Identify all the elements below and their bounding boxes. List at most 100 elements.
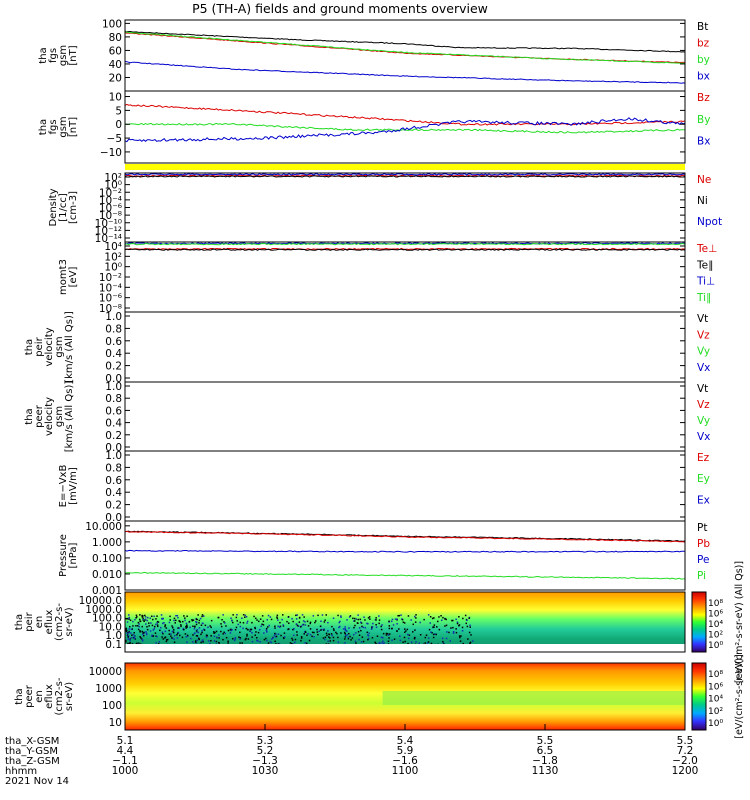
- xaxis-label-4: 2021 Nov 14: [5, 776, 69, 787]
- panel-9-heatmap-speck: [328, 636, 330, 638]
- panel-9-heatmap-speck: [139, 636, 141, 638]
- panel-9-heatmap-speck: [354, 624, 356, 627]
- panel-9-heatmap-speck: [134, 618, 136, 621]
- panel-2-legend-2: Bx: [697, 136, 710, 148]
- panel-9-heatmap-speck: [188, 620, 191, 623]
- panel-9-heatmap-speck: [324, 636, 327, 639]
- panel-7-ytick-3: 0.4: [105, 487, 122, 499]
- panel-9-heatmap-speck: [267, 626, 269, 628]
- panel-9-heatmap-speck: [386, 633, 389, 635]
- panel-9-heatmap-speck: [207, 626, 209, 628]
- panel-9-heatmap-speck: [393, 638, 396, 640]
- panel-5-legend-1: Vz: [697, 329, 710, 341]
- panel-9-heatmap-speck: [137, 621, 140, 624]
- panel-9-heatmap-speck: [380, 628, 383, 631]
- panel-9-heatmap-speck: [275, 633, 277, 635]
- panel-9-heatmap-speck: [186, 624, 188, 626]
- panel-9-heatmap-speck: [210, 635, 212, 637]
- panel-9-heatmap-speck: [444, 618, 446, 620]
- panel-9-heatmap-speck: [376, 635, 379, 637]
- panel-10-colorbar: [691, 662, 707, 731]
- panel-9-heatmap-speck: [223, 631, 225, 634]
- panel-9-heatmap-speck: [367, 635, 370, 637]
- panel-3-series-Ni: [124, 175, 686, 178]
- panel-9-ylabel-2: en: [34, 616, 45, 629]
- panel-9-heatmap-speck: [381, 642, 383, 644]
- panel-9-heatmap-speck: [291, 639, 294, 641]
- panel-9-heatmap-speck: [268, 624, 270, 627]
- panel-9-heatmap-speck: [306, 642, 308, 645]
- panel-6-legend-1: Vz: [697, 399, 710, 411]
- panel-9-heatmap-speck: [256, 619, 258, 621]
- panel-9-heatmap-speck: [414, 615, 416, 618]
- panel-10-ylabel-1: peer: [24, 684, 35, 708]
- xaxis-label-2: tha_Z-GSM: [5, 756, 60, 767]
- panel-9-heatmap-speck: [364, 627, 366, 629]
- panel-9-heatmap-speck: [165, 627, 168, 629]
- panel-9-heatmap-speck: [332, 636, 335, 639]
- panel-9-heatmap-speck: [362, 640, 365, 643]
- panel-9-heatmap-speck: [152, 618, 154, 621]
- panel-9-heatmap-speck: [367, 634, 369, 636]
- panel-3-ytick-6: 10⁻¹⁰: [95, 218, 122, 230]
- panel-9-heatmap-speck: [448, 631, 450, 634]
- panel-9-heatmap-speck: [366, 631, 368, 634]
- panel-9-heatmap-speck: [157, 625, 159, 628]
- panel-9-heatmap-speck: [246, 622, 248, 624]
- panel-9-heatmap-speck: [323, 629, 325, 631]
- panel-9-heatmap-speck: [183, 628, 185, 631]
- panel-9-heatmap-speck: [327, 621, 329, 624]
- panel-9-heatmap-speck: [254, 626, 256, 629]
- panel-9-heatmap-speck: [137, 642, 140, 644]
- panel-9-heatmap-speck: [185, 627, 187, 629]
- panel-9-heatmap-speck: [282, 624, 284, 626]
- panel-9-heatmap-speck: [432, 633, 435, 636]
- panel-6-legend-2: Vy: [697, 415, 710, 427]
- panel-9-heatmap-speck: [261, 623, 263, 625]
- panel-9-heatmap-speck: [173, 631, 175, 634]
- panel-9-heatmap-speck: [446, 631, 448, 633]
- xaxis-col-0-row-0: 5.1: [117, 735, 134, 747]
- panel-9-heatmap-speck: [283, 632, 286, 634]
- panel-9-heatmap-speck: [434, 633, 436, 635]
- panel-9-heatmap-speck: [367, 617, 370, 619]
- panel-9-heatmap-speck: [218, 641, 220, 644]
- panel-9-heatmap-speck: [317, 633, 319, 636]
- panel-9-heatmap-speck: [242, 627, 244, 630]
- panel-4-ytick-0: 10⁴: [104, 241, 122, 253]
- panel-2-ytick-3: −5: [107, 133, 122, 145]
- panel-9-heatmap-speck: [392, 624, 395, 626]
- panel-9-heatmap-speck: [213, 632, 215, 634]
- panel-9-heatmap-speck: [309, 622, 311, 625]
- panel-9-heatmap-speck: [306, 620, 309, 623]
- panel-9-heatmap-speck: [413, 636, 416, 639]
- panel-9-heatmap-speck: [244, 614, 247, 617]
- panel-9-heatmap-speck: [263, 638, 266, 641]
- panel-9-heatmap-speck: [160, 626, 162, 629]
- panel-9-heatmap-speck: [431, 617, 434, 620]
- panel-9-heatmap-speck: [238, 636, 240, 638]
- panel-9-heatmap-speck: [380, 625, 382, 628]
- panel-9-ytick-0: 10000.0: [79, 595, 122, 607]
- xaxis-col-3-row-2: −1.8: [532, 755, 558, 767]
- panel-9-heatmap-speck: [414, 621, 417, 623]
- panel-7-ylabel-1: [mV/m]: [68, 467, 79, 505]
- panel-9-heatmap-speck: [127, 617, 129, 620]
- panel-9-heatmap-speck: [344, 642, 346, 644]
- panel-9-heatmap-speck: [135, 614, 138, 617]
- panel-3-ylabel-0: Density: [48, 188, 59, 226]
- panel-9-heatmap-speck: [157, 621, 160, 623]
- xaxis-col-4-row-2: −2.0: [672, 755, 698, 767]
- xaxis-col-0-row-1: 4.4: [117, 745, 134, 757]
- xaxis-col-3-row-1: 6.5: [537, 745, 554, 757]
- panel-4-legend-0: Te⊥: [696, 243, 717, 255]
- panel-9-heatmap-speck: [178, 627, 180, 629]
- panel-9-heatmap-speck: [344, 636, 347, 638]
- panel-9-heatmap-speck: [180, 624, 182, 626]
- panel-4-legend-1: Te∥: [696, 259, 713, 271]
- panel-9-heatmap-speck: [192, 641, 194, 643]
- panel-9-heatmap-speck: [469, 641, 472, 644]
- panel-10-ylabel-3: eflux: [44, 684, 55, 709]
- panel-9-heatmap-speck: [306, 634, 308, 637]
- panel-9-colorbar: [691, 591, 707, 653]
